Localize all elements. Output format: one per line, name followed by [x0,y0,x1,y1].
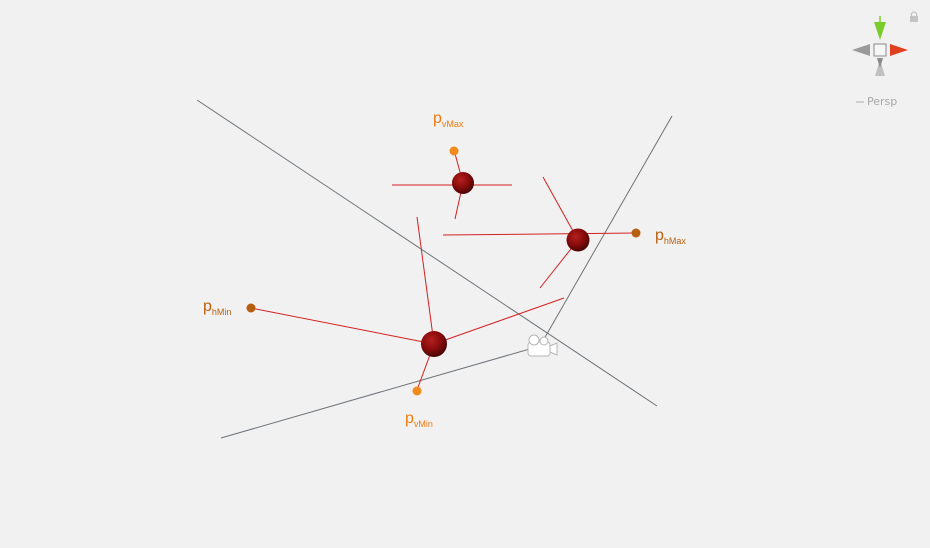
label-p-v-max: pvMax [433,110,464,129]
frustum-line-upper-left [196,99,658,407]
label-p-h-min: phMin [203,298,231,317]
sphere-top-lines [392,149,512,220]
label-p-v-min: pvMin [405,410,433,429]
point-v-max[interactable] [449,146,459,156]
frustum-line-lower [220,345,541,439]
point-v-min[interactable] [412,386,422,396]
projection-label[interactable]: Persp [856,95,897,108]
sphere-bottom[interactable] [421,331,447,357]
lock-icon[interactable] [909,11,919,22]
gizmo-z-axis-icon[interactable] [877,58,883,68]
label-p-h-max: phMax [655,227,686,246]
scene-gizmo-icon[interactable] [852,16,908,76]
sphere-right[interactable] [566,228,590,252]
frustum-line-upper-right [539,115,673,347]
sphere-right-lines [442,176,637,289]
projection-label-text: Persp [867,95,898,108]
sphere-bottom-lines [250,216,565,391]
projection-marker [856,100,864,103]
sphere-top[interactable] [452,172,474,194]
gizmo-neg-x-axis-icon[interactable] [852,44,870,56]
gizmo-x-axis-icon[interactable] [890,44,908,56]
point-h-min[interactable] [246,303,256,313]
camera-icon[interactable] [527,334,558,357]
gizmo-y-axis-icon[interactable] [874,22,886,40]
point-h-max[interactable] [631,228,641,238]
